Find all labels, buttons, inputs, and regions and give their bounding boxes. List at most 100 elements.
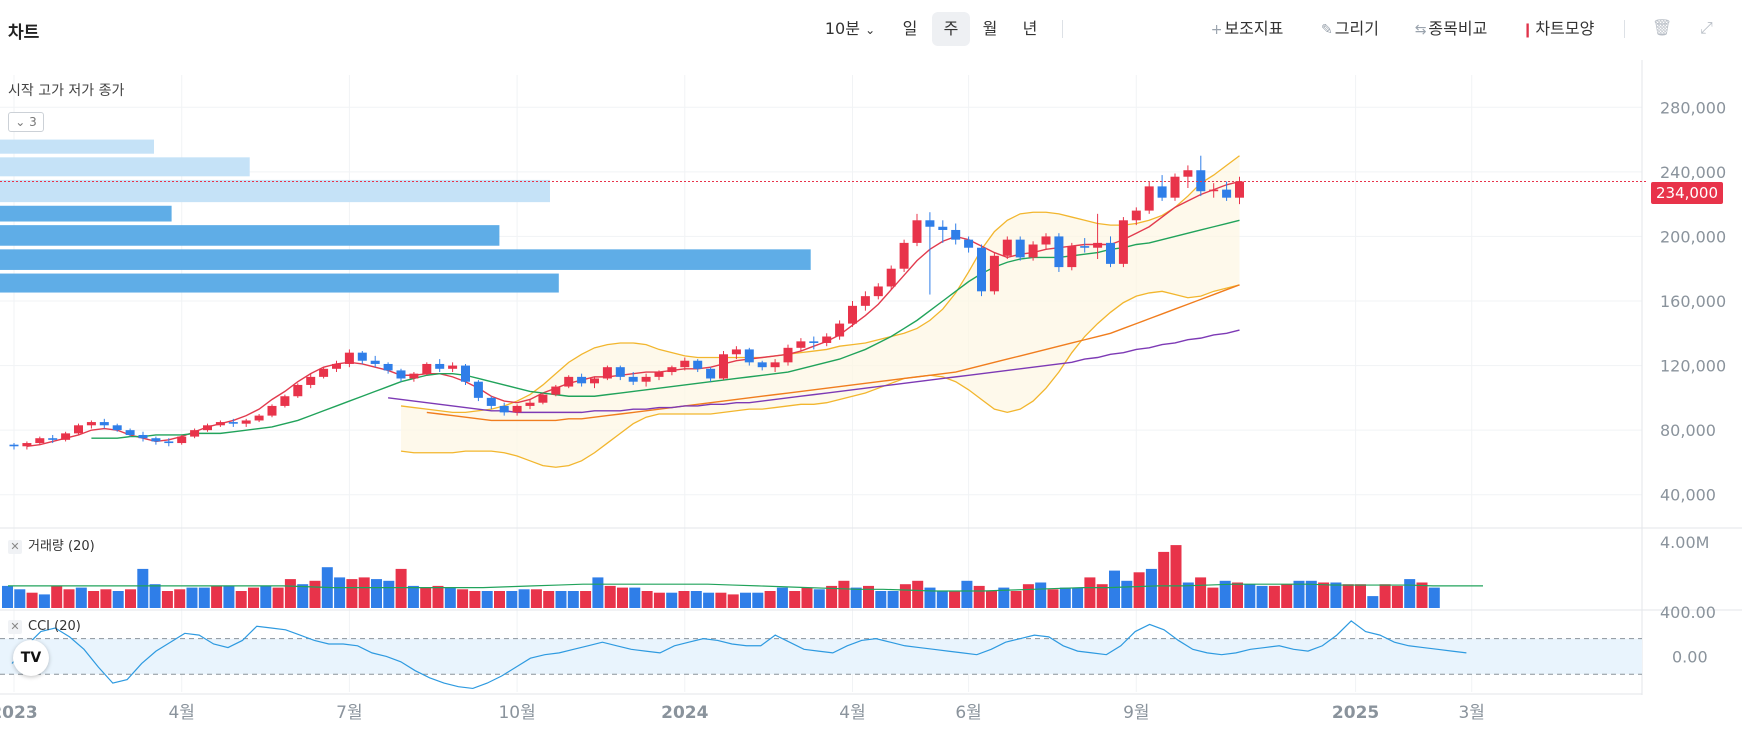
volume-bar: [174, 589, 186, 608]
legend-collapse-toggle[interactable]: ⌄ 3: [8, 112, 44, 132]
volume-bar: [1084, 577, 1096, 608]
volume-bar: [444, 587, 456, 608]
tab-month[interactable]: 월: [982, 19, 998, 38]
volume-bar: [432, 585, 444, 608]
moving-average-line: [388, 329, 1240, 414]
volume-bar: [1219, 580, 1231, 608]
volume-bar: [88, 591, 100, 608]
volume-bar: [1195, 577, 1207, 608]
candle-body: [461, 365, 470, 382]
time-tick-label: 3월: [1458, 703, 1484, 723]
candle-body: [577, 376, 587, 384]
volume-bar: [936, 591, 948, 608]
candle-body: [293, 384, 303, 397]
volume-bar: [764, 591, 776, 608]
cci-band-fill: [0, 638, 1642, 675]
volume-bar: [1182, 582, 1194, 608]
volume-bar: [727, 594, 739, 608]
volume-bar: [358, 577, 370, 608]
volume-bar: [912, 580, 924, 608]
volume-bar: [949, 591, 961, 608]
candle-body: [344, 352, 354, 364]
candle-body: [886, 268, 896, 287]
volume-bar: [863, 585, 874, 608]
candle-body: [1222, 189, 1232, 198]
volume-bar: [924, 587, 936, 608]
volume-bar: [653, 592, 665, 608]
cci-pane-label: ✕ CCI (20): [8, 619, 81, 634]
volume-bar: [961, 580, 973, 608]
volume-bar: [875, 591, 887, 608]
volume-bar: [838, 580, 850, 608]
candle-body: [512, 405, 522, 413]
time-tick-label: 7월: [336, 703, 362, 723]
candle-body: [731, 349, 741, 355]
volume-bar: [457, 589, 469, 608]
volume-bar: [63, 589, 75, 608]
volume-bar: [260, 585, 272, 608]
candle-body: [757, 362, 767, 368]
ohlc-legend: 시작 고가 저가 종가: [8, 83, 125, 99]
volume-bar: [899, 584, 911, 608]
trash-icon[interactable]: 🗑: [1652, 18, 1673, 37]
candle-body: [190, 430, 200, 437]
compare-button[interactable]: ⇆ 종목비교: [1410, 12, 1492, 46]
candle-body: [1054, 236, 1064, 268]
candle-body: [138, 434, 148, 439]
tradingview-logo[interactable]: TV: [13, 640, 49, 676]
volume-bar: [2, 585, 13, 608]
candle-body: [319, 368, 329, 377]
volume-bar: [789, 591, 801, 608]
candle-body: [473, 381, 483, 398]
candle-body: [938, 226, 948, 230]
candle-body: [22, 443, 32, 447]
volume-bar: [211, 585, 223, 608]
volume-bar: [1121, 580, 1133, 608]
volume-bar: [1428, 587, 1440, 608]
close-icon[interactable]: ✕: [8, 620, 22, 634]
draw-button[interactable]: ✎ 그리기: [1316, 12, 1384, 46]
volume-bar: [137, 568, 149, 608]
chevron-down-icon: ⌄: [865, 23, 876, 37]
chart-style-label: 차트모양: [1535, 19, 1595, 38]
tab-year[interactable]: 년: [1022, 19, 1038, 38]
expand-icon[interactable]: ⤢: [1700, 18, 1713, 37]
legend-count: 3: [29, 115, 37, 129]
bollinger-band-fill: [401, 155, 1240, 468]
volume-bar: [998, 587, 1010, 608]
pencil-icon: ✎: [1321, 22, 1333, 38]
candle-body: [912, 220, 922, 243]
tab-week[interactable]: 주: [932, 12, 970, 46]
indicators-button[interactable]: + 보조지표: [1204, 12, 1290, 46]
chart-title: 차트: [8, 23, 40, 43]
volume-bar: [297, 584, 309, 608]
time-tick-label: 6월: [955, 703, 981, 723]
candle-body: [383, 363, 393, 371]
candle-body: [796, 341, 806, 348]
volume-bar: [100, 589, 112, 608]
close-icon[interactable]: ✕: [8, 540, 22, 554]
volume-bar: [887, 591, 899, 608]
candle-body: [228, 422, 238, 424]
price-tick-label: 120,000: [1660, 357, 1726, 376]
volume-bar: [1293, 580, 1305, 608]
chart-style-button[interactable]: ❙ 차트모양: [1518, 12, 1598, 46]
volume-profile-bar: [0, 273, 559, 293]
volume-bar: [1244, 584, 1256, 608]
volume-bar: [371, 579, 382, 608]
candle-body: [74, 425, 83, 434]
candle-body: [499, 405, 509, 413]
tab-day[interactable]: 일: [902, 19, 918, 38]
candle-body: [125, 430, 135, 435]
volume-pane-label: ✕ 거래량 (20): [8, 535, 95, 554]
interval-dropdown[interactable]: 10분 ⌄: [822, 12, 878, 46]
volume-bar: [284, 579, 296, 608]
candle-body: [1131, 210, 1141, 221]
indicators-label: 보조지표: [1224, 19, 1284, 38]
candle-body: [628, 376, 638, 382]
candle-body: [615, 367, 625, 377]
volume-bar: [801, 587, 813, 608]
price-tick-label: 280,000: [1660, 98, 1726, 117]
volume-bar: [75, 587, 87, 608]
